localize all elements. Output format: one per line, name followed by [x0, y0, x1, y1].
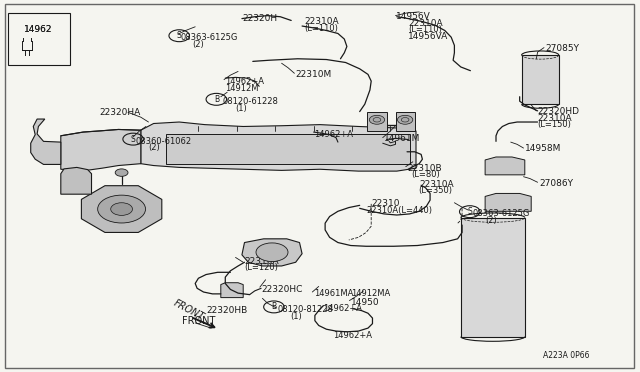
Text: 14912M: 14912M	[225, 84, 259, 93]
Circle shape	[111, 203, 132, 215]
Text: 22310A(L=440): 22310A(L=440)	[366, 206, 432, 215]
Bar	[522, 55, 559, 104]
Text: B: B	[271, 302, 276, 311]
Text: 08360-61062: 08360-61062	[136, 137, 192, 146]
Text: 14962+A: 14962+A	[323, 304, 362, 313]
Text: 22320HA: 22320HA	[99, 108, 140, 117]
Text: 22310A: 22310A	[304, 17, 339, 26]
Text: S: S	[467, 207, 472, 216]
Text: (L=110): (L=110)	[408, 25, 442, 34]
Text: 14956VA: 14956VA	[408, 32, 449, 41]
Text: 27085Y: 27085Y	[545, 44, 579, 53]
Text: (L=350): (L=350)	[419, 186, 452, 195]
Text: S: S	[177, 31, 182, 40]
Text: 14961MA: 14961MA	[314, 289, 353, 298]
Text: 08120-61228: 08120-61228	[223, 97, 278, 106]
Polygon shape	[166, 134, 410, 164]
Polygon shape	[485, 157, 525, 175]
Text: (L=120): (L=120)	[244, 263, 278, 272]
Text: 22310A: 22310A	[538, 114, 572, 123]
Text: 22320HB: 22320HB	[206, 306, 247, 315]
Text: B: B	[214, 95, 219, 104]
Text: 22310A: 22310A	[408, 19, 443, 28]
Text: 22320H: 22320H	[242, 14, 277, 23]
Polygon shape	[141, 122, 416, 171]
Text: 27086Y: 27086Y	[539, 179, 573, 187]
Text: 14961M: 14961M	[384, 134, 420, 143]
Text: FRONT: FRONT	[182, 316, 216, 326]
Text: (L=110): (L=110)	[304, 24, 338, 33]
Circle shape	[369, 115, 385, 124]
Text: 22310: 22310	[371, 199, 400, 208]
Text: 14950: 14950	[351, 298, 380, 307]
Circle shape	[98, 195, 145, 223]
Text: 22310A: 22310A	[244, 257, 279, 266]
Text: A223A 0P66: A223A 0P66	[543, 351, 589, 360]
Text: 14958M: 14958M	[525, 144, 561, 153]
Polygon shape	[61, 129, 141, 170]
Text: (2): (2)	[192, 40, 204, 49]
Text: 14962: 14962	[24, 25, 53, 34]
Text: (2): (2)	[148, 143, 160, 152]
Text: 08120-81228: 08120-81228	[278, 305, 333, 314]
Polygon shape	[81, 186, 162, 232]
Text: 14956V: 14956V	[396, 12, 430, 21]
Polygon shape	[61, 167, 92, 194]
Text: 14912MA: 14912MA	[351, 289, 390, 298]
Polygon shape	[242, 239, 302, 266]
Text: (L=80): (L=80)	[411, 170, 440, 179]
Text: 22320HC: 22320HC	[261, 285, 303, 294]
Text: 08363-6125G: 08363-6125G	[472, 209, 530, 218]
Bar	[8, 13, 70, 65]
Polygon shape	[396, 112, 415, 131]
Circle shape	[256, 243, 288, 262]
Polygon shape	[367, 112, 387, 131]
Polygon shape	[221, 283, 243, 298]
Text: FRONT: FRONT	[172, 298, 205, 323]
Text: 14962: 14962	[24, 25, 53, 34]
Polygon shape	[31, 119, 61, 164]
Text: (1): (1)	[236, 104, 247, 113]
Text: 22310B: 22310B	[407, 164, 442, 173]
Polygon shape	[485, 193, 531, 211]
Text: (1): (1)	[291, 312, 302, 321]
Bar	[461, 218, 525, 337]
Text: 22310A: 22310A	[420, 180, 454, 189]
Text: 14962+A: 14962+A	[225, 77, 264, 86]
Text: S: S	[131, 135, 136, 144]
Text: 22320HD: 22320HD	[538, 107, 580, 116]
Text: 14962+A: 14962+A	[333, 331, 372, 340]
Text: 14962+A: 14962+A	[314, 130, 353, 139]
Text: 08363-6125G: 08363-6125G	[180, 33, 238, 42]
Circle shape	[397, 115, 413, 124]
Circle shape	[115, 169, 128, 176]
Text: 22310M: 22310M	[296, 70, 332, 79]
Text: (L=150): (L=150)	[538, 121, 572, 129]
Text: (2): (2)	[485, 216, 497, 225]
